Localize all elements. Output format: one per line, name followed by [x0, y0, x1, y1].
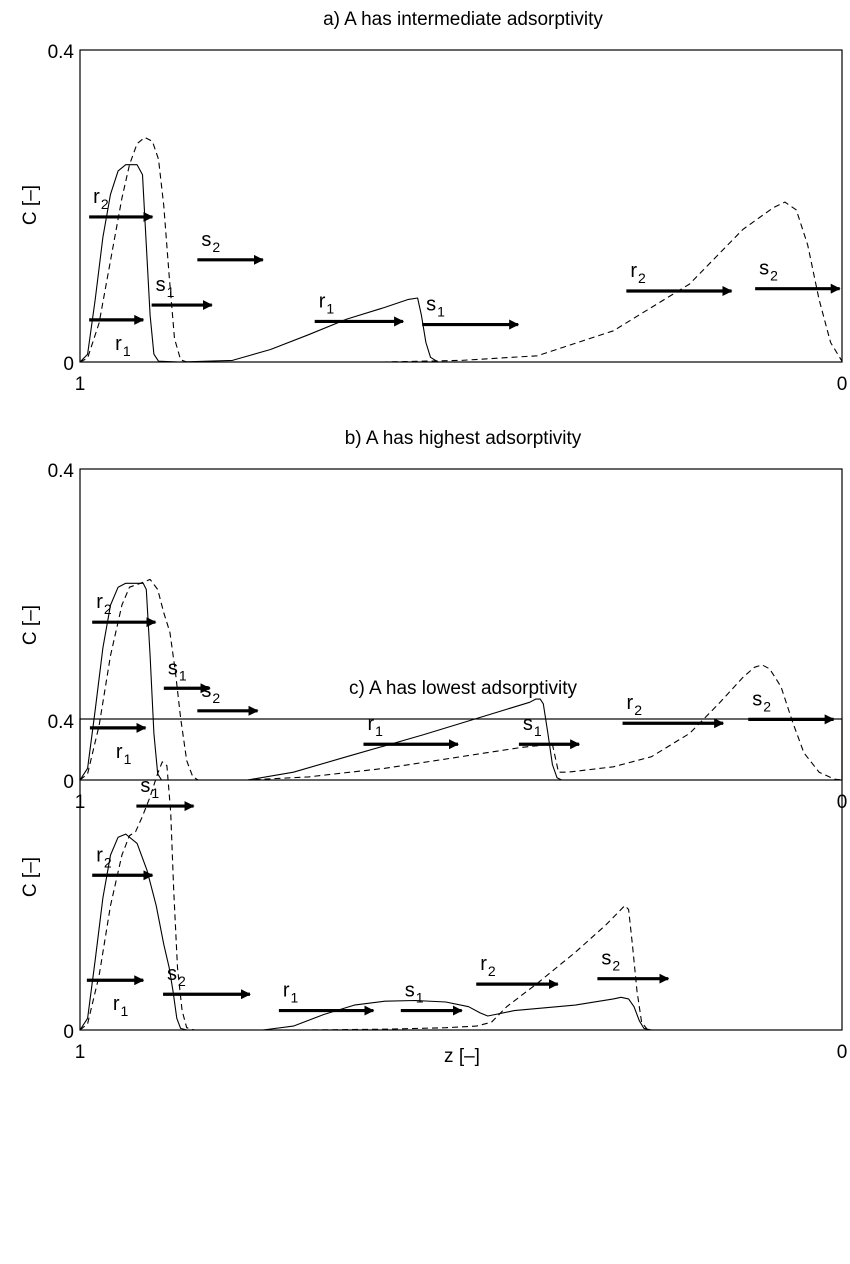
front-label-subscript: 1	[375, 723, 383, 739]
front-label: s2	[759, 258, 778, 284]
front-label: r2	[480, 953, 496, 979]
x-tick-label: 1	[75, 1042, 86, 1063]
solid-series-line	[79, 164, 842, 363]
y-tick-label: 0.4	[48, 461, 75, 482]
y-tick-label: 0.4	[48, 42, 75, 63]
front-label: r2	[96, 844, 112, 870]
panel-title: b) A has highest adsorptivity	[345, 428, 582, 449]
front-label: r1	[113, 993, 129, 1019]
x-tick-label: 0	[837, 1042, 848, 1063]
plot-frame	[79, 468, 843, 781]
front-label-subscript: 2	[612, 958, 620, 974]
y-tick-label: 0	[63, 1022, 74, 1043]
front-label-subscript: 1	[534, 723, 542, 739]
front-label: s2	[601, 948, 620, 974]
dashed-series-line	[79, 136, 843, 363]
solid-series-line	[79, 833, 842, 1031]
front-label: r1	[283, 980, 299, 1006]
plot-frame	[79, 49, 843, 363]
front-label: r2	[627, 692, 643, 718]
front-label: s2	[201, 680, 220, 706]
front-label-subscript: 1	[291, 990, 299, 1006]
panel-a: a) A has intermediate adsorptivity C [–]…	[20, 9, 847, 395]
x-tick-label: 0	[837, 374, 848, 395]
y-axis-label: C [–]	[20, 605, 41, 645]
panel-b: b) A has highest adsorptivity C [–] 0.4 …	[20, 428, 847, 813]
front-label-subscript: 1	[121, 1003, 129, 1019]
front-label: s2	[201, 229, 220, 255]
y-axis-label: C [–]	[20, 185, 41, 225]
x-axis-label: z [–]	[444, 1046, 480, 1067]
front-label-subscript: 2	[104, 854, 112, 870]
front-label: s1	[168, 657, 187, 683]
front-label-subscript: 2	[634, 702, 642, 718]
front-label: s1	[156, 274, 175, 300]
dashed-series-line	[79, 761, 842, 1031]
panel-c: c) A has lowest adsorptivity C [–] 0.4 0…	[20, 678, 847, 1067]
front-label-subscript: 2	[770, 268, 778, 284]
front-label: r1	[367, 713, 383, 739]
front-label: s2	[752, 688, 771, 714]
x-tick-label: 1	[75, 374, 86, 395]
y-tick-label: 0	[63, 354, 74, 375]
dashed-series-line	[79, 578, 843, 781]
front-label: r2	[630, 260, 646, 286]
y-tick-label: 0.4	[48, 712, 75, 733]
front-label-subscript: 2	[178, 973, 186, 989]
plot-frame	[79, 718, 843, 1031]
front-label: s1	[523, 713, 542, 739]
front-label: s1	[140, 775, 159, 801]
front-label-subscript: 1	[437, 304, 445, 320]
front-label: r2	[93, 186, 109, 212]
front-label: r2	[96, 591, 112, 617]
front-label: s1	[426, 294, 445, 320]
front-label-subscript: 1	[167, 284, 175, 300]
front-label: s1	[405, 980, 424, 1006]
y-axis-label: C [–]	[20, 857, 41, 897]
front-label-subscript: 2	[638, 270, 646, 286]
front-label-subscript: 2	[488, 963, 496, 979]
front-label: s2	[167, 963, 186, 989]
front-label-subscript: 1	[124, 751, 132, 767]
front-label-subscript: 1	[179, 667, 187, 683]
front-label-subscript: 2	[104, 601, 112, 617]
panel-title: c) A has lowest adsorptivity	[349, 678, 578, 699]
front-label: r1	[319, 290, 335, 316]
front-label: r1	[115, 333, 131, 359]
front-label-subscript: 1	[123, 343, 131, 359]
front-label: r1	[116, 741, 132, 767]
front-label-subscript: 2	[763, 698, 771, 714]
front-label-subscript: 1	[416, 990, 424, 1006]
y-tick-label: 0	[63, 772, 74, 793]
front-label-subscript: 1	[151, 785, 159, 801]
front-label-subscript: 2	[101, 196, 109, 212]
front-label-subscript: 2	[212, 239, 220, 255]
front-label-subscript: 2	[212, 690, 220, 706]
panel-title: a) A has intermediate adsorptivity	[323, 9, 603, 30]
front-label-subscript: 1	[326, 300, 334, 316]
